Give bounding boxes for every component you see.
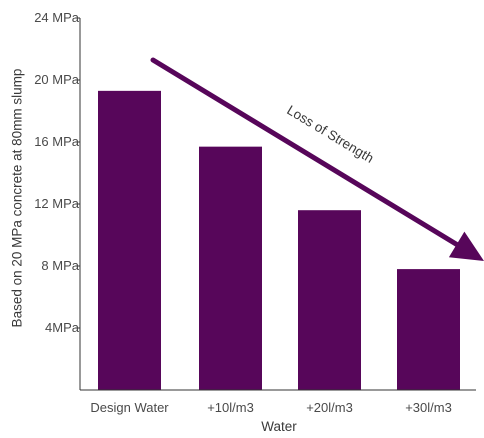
x-tick-label: +30l/m3 (405, 400, 452, 415)
y-tick-label: 8 MPa (41, 258, 79, 273)
y-axis-ticks: 4MPa 8 MPa 12 MPa 16 MPa 20 MPa 24 MPa (34, 10, 80, 335)
arrow-shaft (150, 57, 463, 249)
x-tick-label: +10l/m3 (207, 400, 254, 415)
y-tick-label: 12 MPa (34, 196, 80, 211)
bar-1 (199, 146, 262, 390)
y-tick-label: 24 MPa (34, 10, 80, 25)
bars (98, 90, 460, 390)
y-tick-label: 16 MPa (34, 134, 80, 149)
x-axis-title: Water (261, 419, 297, 434)
x-tick-label: +20l/m3 (306, 400, 353, 415)
arrow-head-icon (448, 231, 484, 261)
annotation-label: Loss of Strength (284, 102, 376, 165)
y-axis-title: Based on 20 MPa concrete at 80mm slump (10, 69, 25, 328)
bar-3 (397, 269, 460, 390)
x-axis-tick-labels: Design Water +10l/m3 +20l/m3 +30l/m3 (90, 400, 451, 415)
bar-0 (98, 90, 161, 390)
y-tick-label: 4MPa (45, 320, 80, 335)
y-tick-label: 20 MPa (34, 72, 80, 87)
bar-2 (298, 210, 361, 390)
x-tick-label: Design Water (90, 400, 169, 415)
